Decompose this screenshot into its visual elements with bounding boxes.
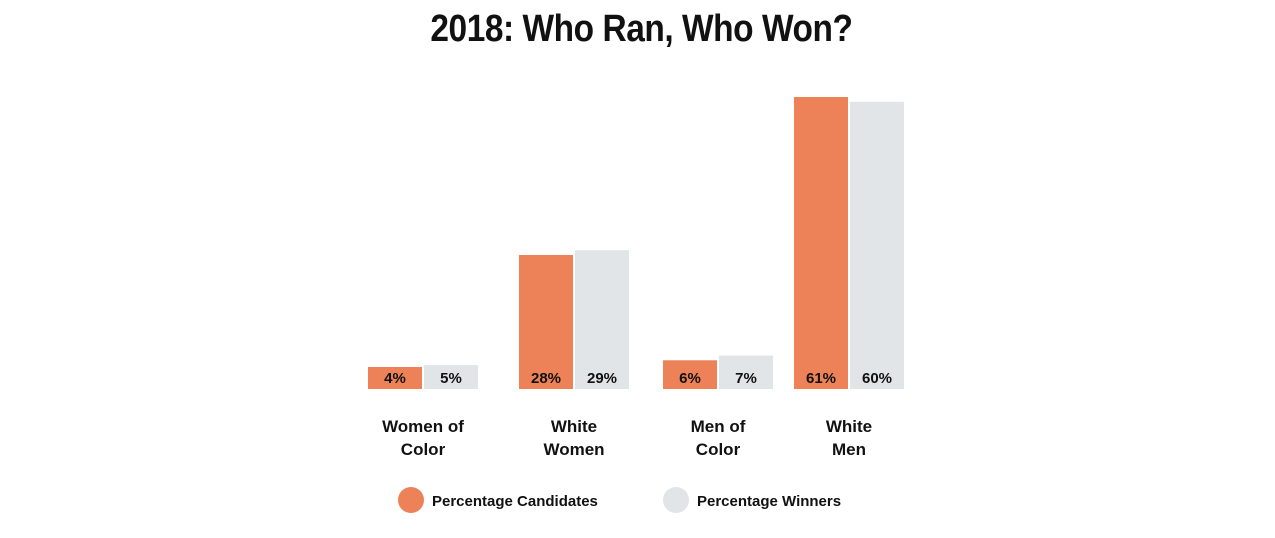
bar-winners-1: [575, 250, 629, 389]
legend-swatch-winners: [663, 487, 689, 513]
category-label-1: White Women: [543, 417, 604, 459]
value-label-winners-3: 60%: [862, 370, 892, 387]
value-label-candidates-2: 6%: [679, 370, 701, 387]
value-label-winners-0: 5%: [440, 370, 462, 387]
value-label-candidates-0: 4%: [384, 370, 406, 387]
category-label-0: Women of Color: [382, 417, 464, 459]
bar-candidates-0: [368, 367, 422, 389]
category-label-2: Men of Color: [691, 417, 746, 459]
legend-label-candidates: Percentage Candidates: [432, 493, 598, 510]
value-label-candidates-1: 28%: [531, 370, 561, 387]
chart-title: 2018: Who Ran, Who Won?: [430, 8, 853, 50]
bar-candidates-2: [663, 360, 717, 389]
value-label-winners-2: 7%: [735, 370, 757, 387]
legend-label-winners: Percentage Winners: [697, 493, 841, 510]
value-label-winners-1: 29%: [587, 370, 617, 387]
value-label-candidates-3: 61%: [806, 370, 836, 387]
bar-winners-0: [424, 365, 478, 389]
bar-winners-3: [850, 101, 904, 389]
category-label-3: White Men: [826, 417, 872, 459]
bar-winners-2: [719, 355, 773, 389]
legend-swatch-candidates: [398, 487, 424, 513]
bar-candidates-3: [794, 97, 848, 389]
bar-candidates-1: [519, 254, 573, 389]
